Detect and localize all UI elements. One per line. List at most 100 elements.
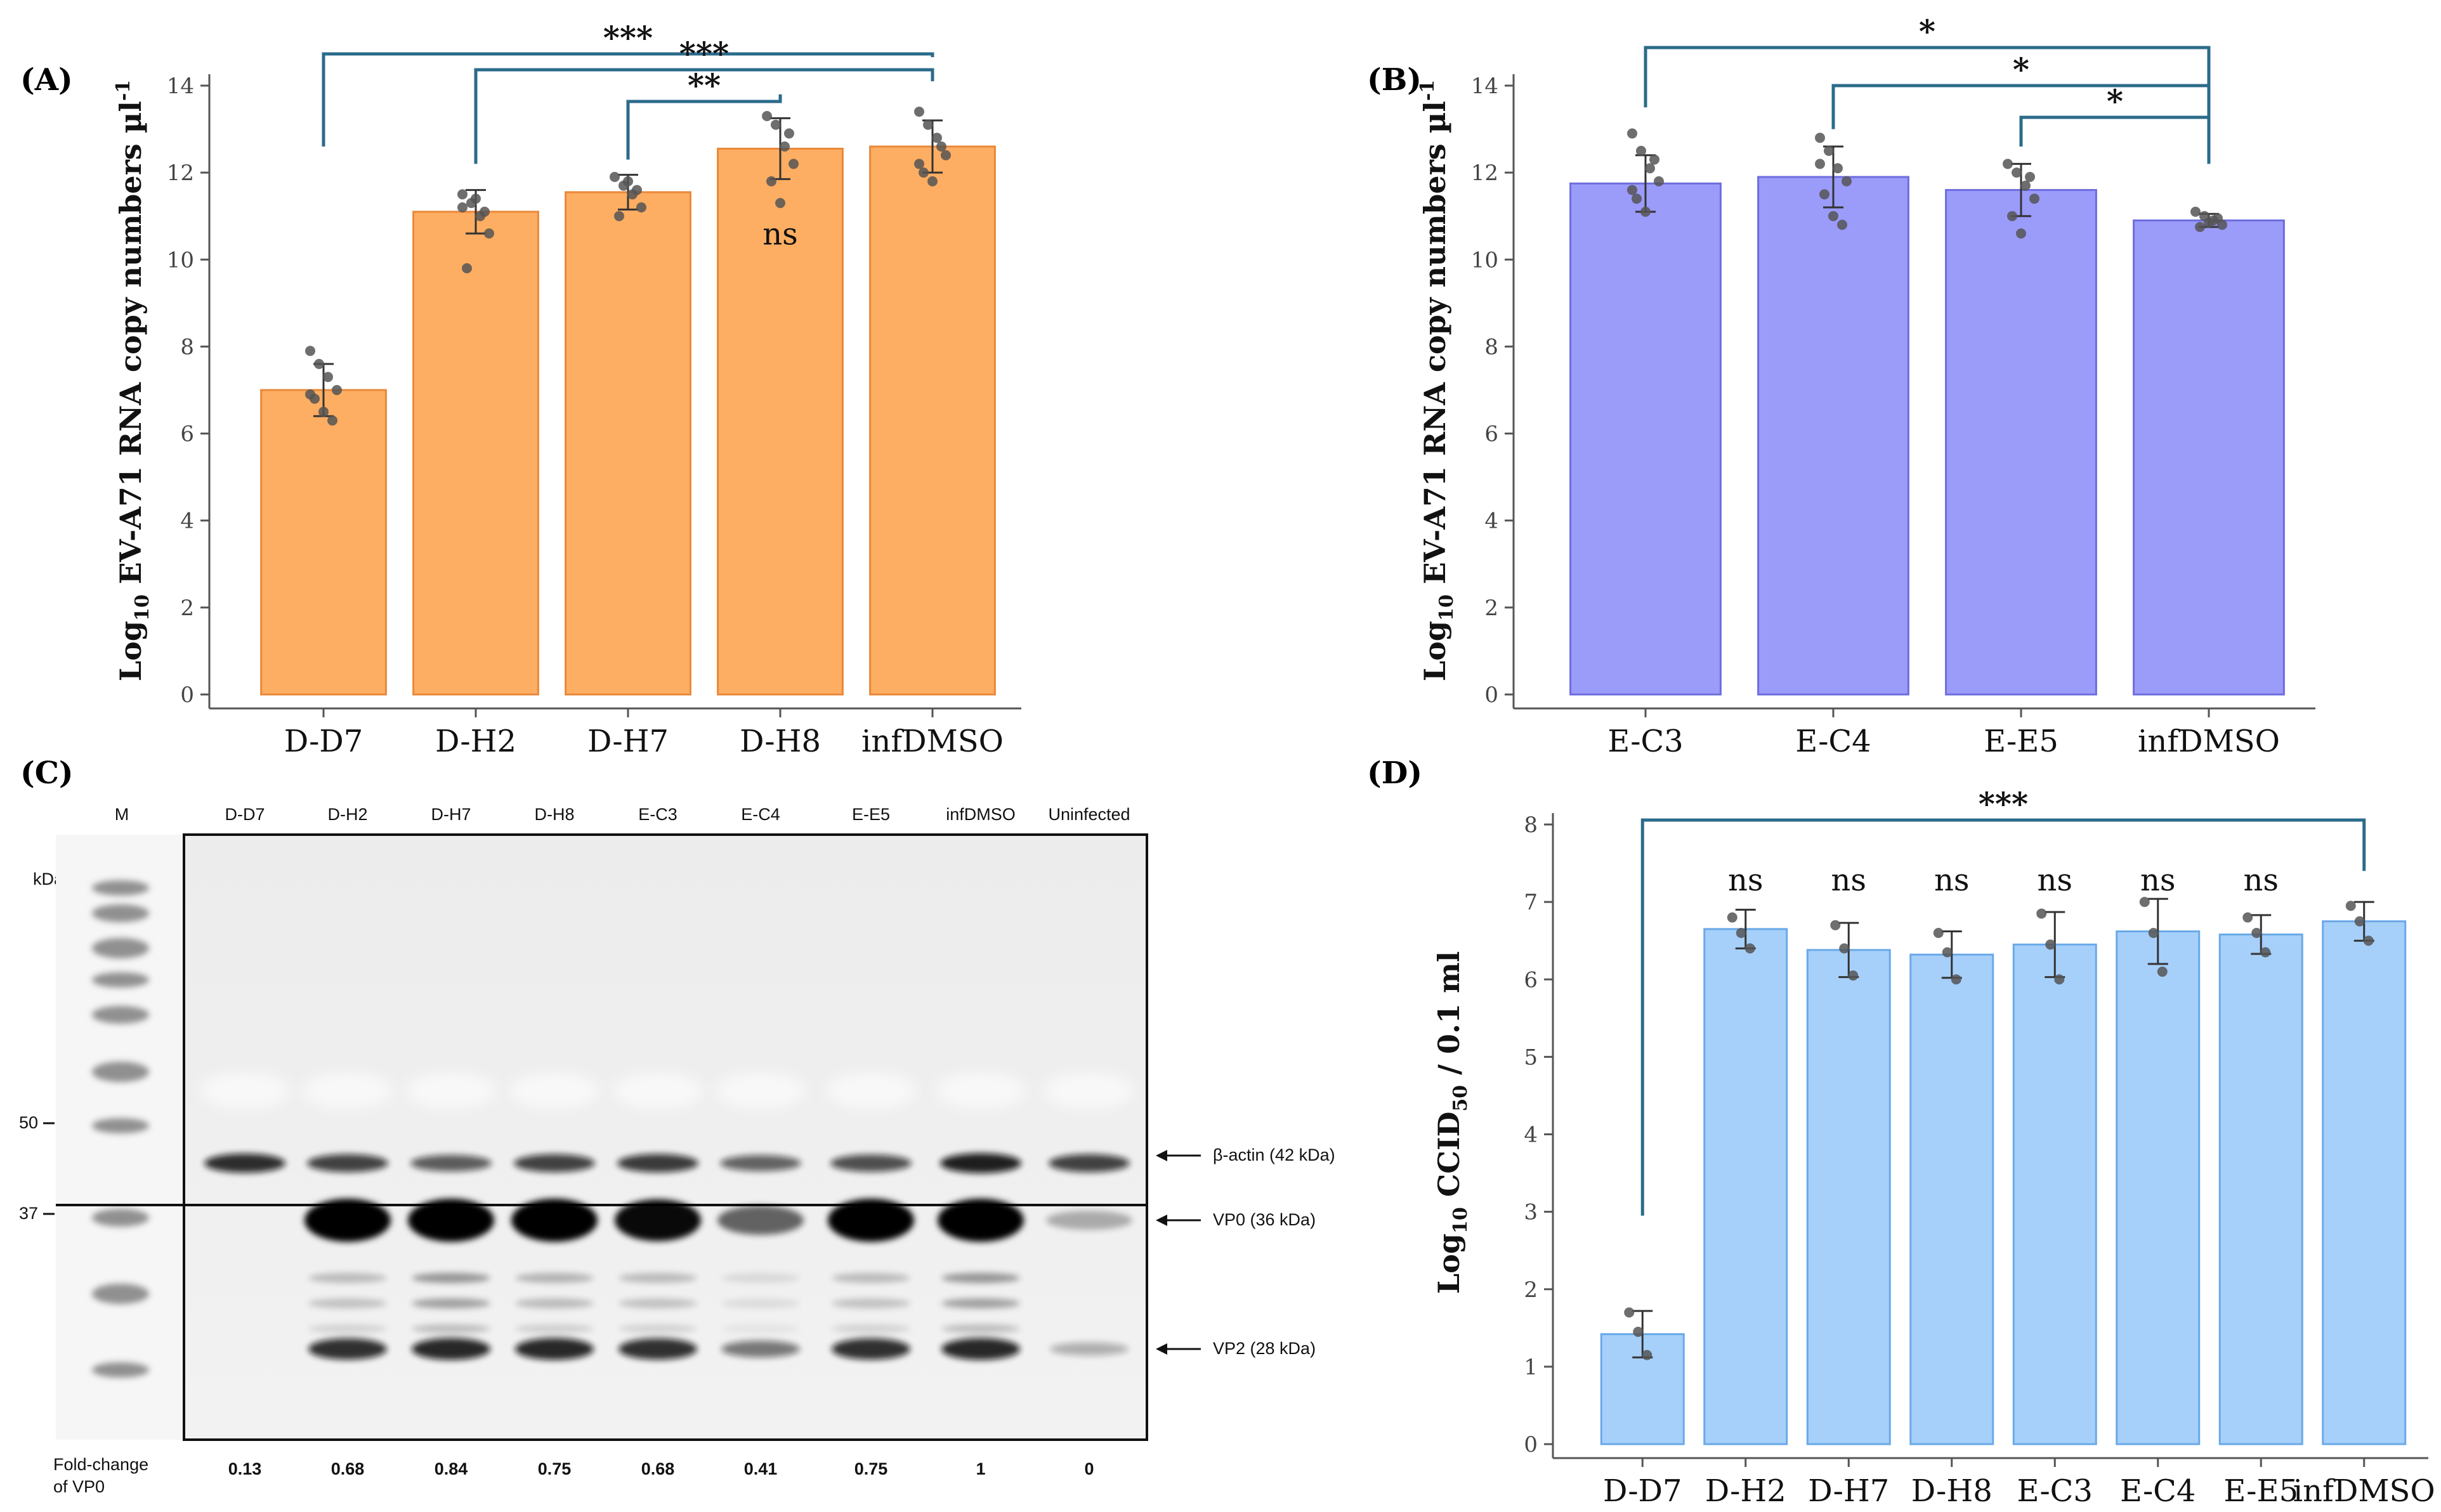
fold-change-value: 1 [976, 1459, 985, 1478]
data-point [1815, 133, 1825, 143]
band-vp2 [308, 1338, 387, 1360]
bar [1703, 928, 1788, 1445]
significance-stars: *** [679, 35, 729, 72]
x-category-label: infDMSO [2138, 724, 2280, 759]
data-point [1632, 193, 1642, 204]
data-point [2363, 935, 2374, 946]
panel-c-western-blot: (C) M kDa 50 37 β-actin (42 kDa) VP0 (36… [19, 755, 1335, 1496]
data-point [766, 176, 776, 186]
data-point [2016, 228, 2026, 239]
lane-smear [1045, 1073, 1134, 1109]
data-point [332, 385, 342, 395]
data-point [2260, 947, 2271, 958]
data-point [2251, 927, 2262, 938]
y-tick-label: 8 [1524, 812, 1538, 838]
y-tick-label: 3 [1524, 1200, 1538, 1225]
data-point [1833, 163, 1843, 174]
y-tick-label: 6 [1524, 967, 1538, 993]
bar [2133, 219, 2285, 696]
panel-a-y-axis-label: Log10 EV-A71 RNA copy numbers µl-1 [112, 80, 154, 681]
data-point [1951, 974, 1961, 985]
data-point [457, 202, 468, 212]
band-arrow-beta-actin [1156, 1150, 1201, 1161]
data-point [2204, 218, 2214, 228]
band-intermediate [832, 1273, 910, 1283]
ladder-band [92, 904, 149, 922]
data-point [1736, 927, 1746, 938]
data-point [1744, 943, 1755, 954]
panel-b-y-axis-label: Log10 EV-A71 RNA copy numbers µl-1 [1417, 80, 1458, 681]
panel-b-title: (B) [1367, 62, 1422, 98]
fold-change-value: 0.68 [641, 1459, 675, 1478]
band-intermediate [412, 1324, 490, 1333]
data-point [914, 159, 924, 169]
blot-lane-labels: D-D7 0.13 D-H2 0.68 D-H7 0.84 D-H8 0.75 E-C3 0.68… [225, 805, 1130, 1478]
fold-change-label-line1: Fold-change [53, 1455, 148, 1474]
band-intermediate [515, 1324, 594, 1333]
band-vp2 [618, 1338, 697, 1360]
blot-marker-50-label: 50 [19, 1113, 38, 1132]
bar [717, 147, 844, 696]
data-point [1633, 1326, 1644, 1337]
data-point [2242, 912, 2253, 923]
band-vp0 [511, 1199, 598, 1242]
data-point [2020, 180, 2031, 191]
data-point [1649, 154, 1659, 165]
data-point [941, 150, 951, 160]
data-point [936, 141, 946, 152]
bar [1909, 953, 1994, 1445]
panel-a-title: (A) [20, 62, 73, 98]
ladder-band [92, 1209, 149, 1227]
data-point [2025, 172, 2035, 182]
blot-image [56, 833, 1148, 1441]
data-point [1819, 189, 1829, 200]
ladder-band [92, 1006, 149, 1024]
data-point [2157, 967, 2168, 977]
fold-change-value: 0.75 [854, 1459, 888, 1478]
data-point [923, 119, 933, 130]
data-point [610, 172, 620, 182]
data-point [784, 128, 794, 139]
data-point [2139, 897, 2150, 908]
band-intermediate [941, 1298, 1020, 1308]
band-intermediate [941, 1273, 1020, 1283]
lane-smear [613, 1073, 702, 1109]
significance-stars: *** [1979, 785, 2028, 823]
data-point [314, 358, 324, 369]
lane-smear [716, 1073, 805, 1109]
data-point [327, 415, 337, 426]
significance-ns-label: ns [2140, 863, 2176, 898]
fold-change-value: 0.84 [435, 1459, 468, 1478]
y-tick-label: 2 [1524, 1277, 1538, 1303]
data-point [2045, 939, 2056, 950]
fold-change-value: 0.68 [331, 1459, 365, 1478]
data-point [480, 206, 490, 217]
band-vp2 [721, 1340, 800, 1358]
bar [1757, 176, 1909, 696]
data-point [2190, 206, 2201, 217]
fold-change-value: 0.41 [744, 1459, 778, 1478]
band-beta-actin [1049, 1154, 1130, 1173]
y-tick-label: 6 [1484, 422, 1498, 447]
ladder-band [92, 1062, 149, 1082]
significance-stars: * [2013, 51, 2029, 88]
significance-ns-label: ns [762, 216, 798, 252]
y-tick-label: 4 [1524, 1123, 1538, 1148]
x-category-label: D-H8 [1911, 1473, 1993, 1509]
panel-d-title: (D) [1367, 755, 1422, 791]
data-point [932, 133, 942, 143]
data-point [1837, 219, 1847, 230]
significance-ns-label: ns [1831, 863, 1866, 898]
band-vp2 [515, 1338, 594, 1360]
x-category-label: infDMSO [2293, 1473, 2435, 1509]
data-point [1640, 206, 1651, 217]
band-arrow-vp0 [1156, 1215, 1201, 1226]
blot-lane-label: infDMSO [946, 805, 1016, 824]
data-point [762, 111, 772, 121]
bar [1945, 189, 2097, 696]
y-tick-label: 10 [167, 247, 194, 273]
data-point [2007, 211, 2017, 221]
